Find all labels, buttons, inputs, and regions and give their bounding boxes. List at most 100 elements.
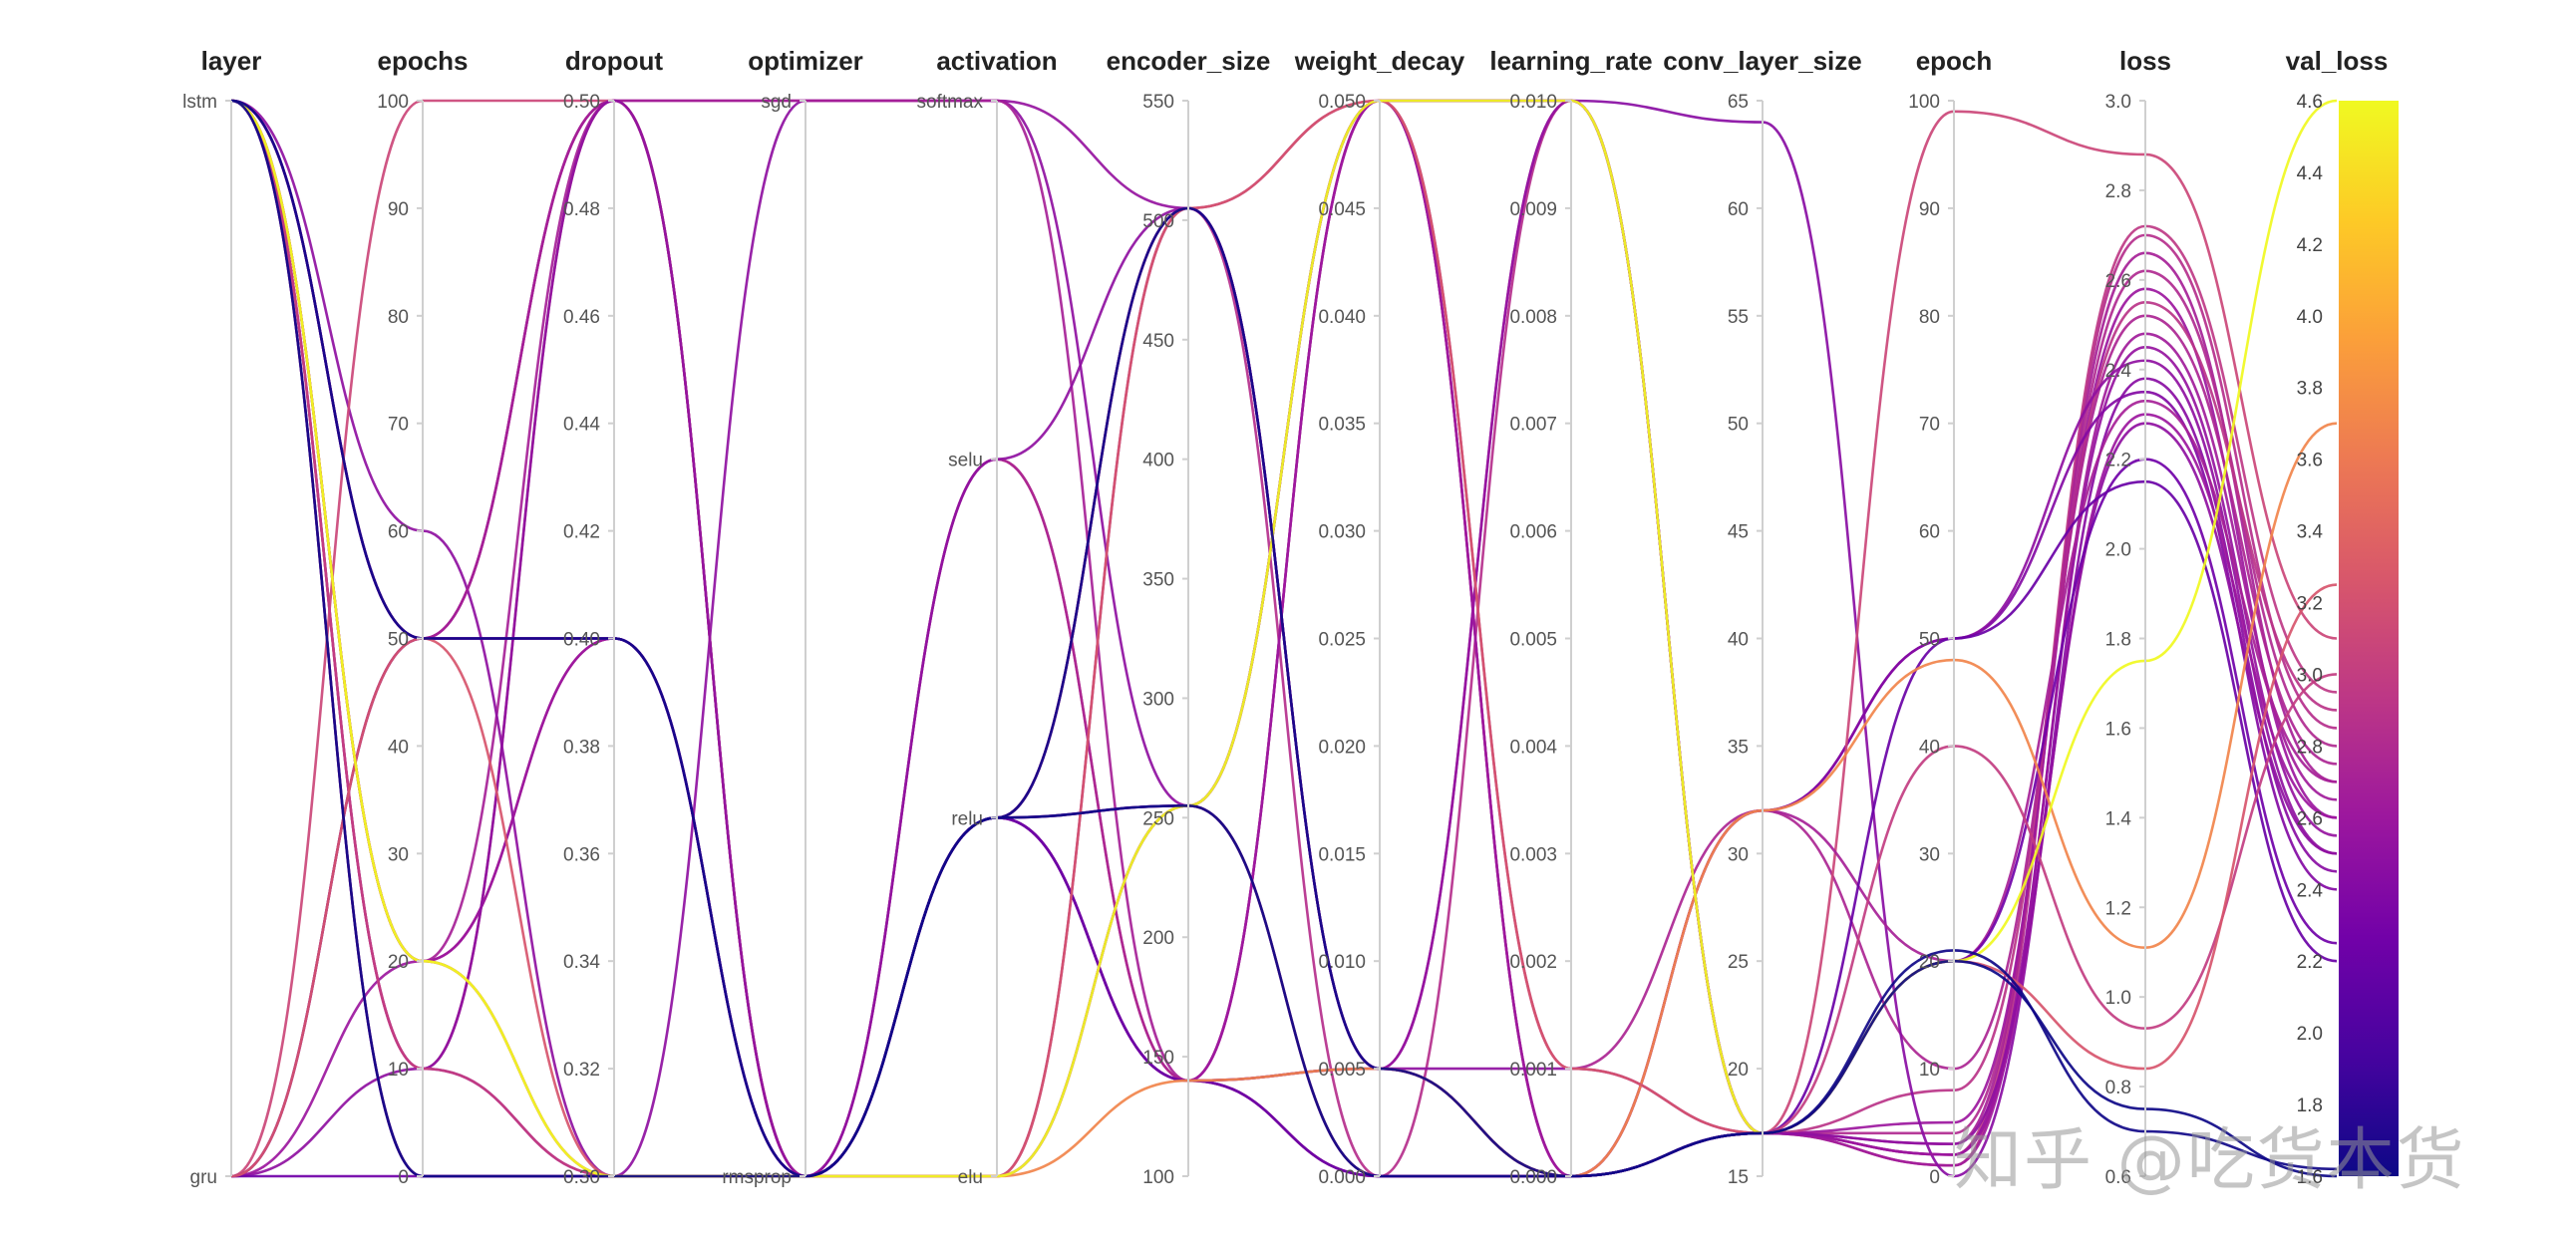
axis-title: weight_decay: [1294, 46, 1465, 76]
tick-label: 0.003: [1509, 844, 1557, 865]
tick-label: 3.2: [2297, 594, 2323, 615]
tick-label: 0: [1929, 1167, 1940, 1188]
tick-label: 90: [388, 199, 409, 220]
tick-label: 2.8: [2105, 181, 2131, 202]
run-line-21[interactable]: [230, 99, 2338, 1178]
tick-label: elu: [958, 1167, 983, 1188]
tick-label: 20: [1919, 952, 1940, 973]
tick-label: 2.2: [2297, 952, 2323, 973]
tick-label: 0.010: [1509, 92, 1557, 113]
color-scale-gradient: [2339, 101, 2399, 1176]
tick-label: 100: [377, 92, 409, 113]
tick-label: 0.015: [1318, 844, 1366, 865]
tick-label: 0.42: [563, 522, 600, 543]
tick-label: 1.0: [2105, 988, 2131, 1009]
tick-label: 2.2: [2105, 451, 2131, 471]
tick-label: 40: [1728, 630, 1749, 651]
tick-label: sgd: [761, 92, 792, 113]
tick-label: 500: [1142, 211, 1174, 232]
tick-label: 250: [1142, 808, 1174, 829]
axis-loss[interactable]: loss 0.6 0.8 1.0 1.2 1.4 1.6 1.8 2.0 2.2 2.4 2.6 2.8…: [2105, 46, 2171, 1188]
tick-label: 0.000: [1509, 1167, 1557, 1188]
tick-label: 0.002: [1509, 952, 1557, 973]
tick-label: 0.025: [1318, 630, 1366, 651]
axis-epoch[interactable]: epoch 0 10 20 30 40 50 60 70 80 90 100: [1908, 46, 1992, 1188]
tick-label: 400: [1142, 451, 1174, 471]
tick-label: 4.2: [2297, 235, 2323, 256]
tick-label: 0.009: [1509, 199, 1557, 220]
tick-label: 0.005: [1318, 1060, 1366, 1081]
tick-label: 0.005: [1509, 630, 1557, 651]
tick-label: 45: [1728, 522, 1749, 543]
axis-val-loss[interactable]: val_loss 1.6 1.8 2.0 2.2 2.4 2.6 2.8 3.0 3.2 3.4 3.…: [2286, 46, 2389, 1188]
tick-label: 1.8: [2105, 630, 2131, 651]
tick-label: 50: [1919, 630, 1940, 651]
axis-title: encoder_size: [1107, 46, 1271, 76]
axis-weight-decay[interactable]: weight_decay 0.000 0.005 0.010 0.015 0.020 0.0…: [1294, 46, 1465, 1188]
tick-label: 20: [1728, 1060, 1749, 1081]
tick-label: 0.44: [563, 415, 600, 436]
tick-label: 150: [1142, 1048, 1174, 1069]
tick-label: 2.0: [2297, 1024, 2323, 1045]
tick-label: 350: [1142, 570, 1174, 591]
axis-encoder-size[interactable]: encoder_size 100 150 200 250 300 350 400 450 500 5…: [1107, 46, 1271, 1188]
tick-label: 3.0: [2297, 665, 2323, 686]
tick-label: 0.020: [1318, 737, 1366, 758]
tick-label: rmsprop: [722, 1167, 792, 1188]
axis-learning-rate[interactable]: learning_rate 0.000 0.001 0.002 0.003 0.004 0.…: [1489, 46, 1652, 1188]
tick-label: 2.6: [2105, 271, 2131, 292]
axis-dropout[interactable]: dropout 0.30 0.32 0.34 0.36 0.38 0.40 0.42 0.44 0…: [563, 46, 663, 1188]
tick-label: 10: [1919, 1060, 1940, 1081]
tick-label: 60: [1919, 522, 1940, 543]
tick-label: 2.8: [2297, 737, 2323, 758]
axis-title: conv_layer_size: [1663, 46, 1861, 76]
tick-label: 300: [1142, 689, 1174, 710]
tick-label: 100: [1908, 92, 1940, 113]
tick-label: 50: [1728, 415, 1749, 436]
tick-label: 60: [1728, 199, 1749, 220]
axis-conv-layer-size[interactable]: conv_layer_size 15 20 25 30 35 40 45 50 55 60 65: [1663, 46, 1861, 1188]
run-line-22[interactable]: [230, 99, 2338, 1178]
tick-label: 0.30: [563, 1167, 600, 1188]
tick-label: 0.008: [1509, 307, 1557, 328]
tick-label: 15: [1728, 1167, 1749, 1188]
tick-label: 55: [1728, 307, 1749, 328]
axis-title: layer: [201, 46, 262, 76]
tick-label: 0.050: [1318, 92, 1366, 113]
axis-epochs[interactable]: epochs 0 10 20 30 40 50 60 70 80 90 100: [377, 46, 468, 1188]
tick-label: 65: [1728, 92, 1749, 113]
tick-label: 1.4: [2105, 808, 2132, 829]
tick-label: 30: [1919, 844, 1940, 865]
run-lines: [230, 99, 2338, 1178]
tick-label: 0.8: [2105, 1078, 2131, 1098]
tick-label: 0.6: [2105, 1167, 2131, 1188]
tick-label: softmax: [916, 92, 983, 113]
tick-label: 0.38: [563, 737, 600, 758]
tick-label: 50: [388, 630, 409, 651]
tick-label: 0.48: [563, 199, 600, 220]
tick-label: lstm: [182, 92, 217, 113]
axis-title: epochs: [377, 46, 468, 76]
tick-label: 3.8: [2297, 379, 2323, 400]
axis-layer[interactable]: layer lstm gru: [182, 46, 261, 1188]
tick-label: 0: [398, 1167, 409, 1188]
tick-label: 70: [1919, 415, 1940, 436]
tick-label: 1.6: [2297, 1167, 2323, 1188]
tick-label: 30: [1728, 844, 1749, 865]
tick-label: 3.4: [2297, 522, 2324, 543]
axis-title: epoch: [1916, 46, 1993, 76]
tick-label: 25: [1728, 952, 1749, 973]
tick-label: 0.030: [1318, 522, 1366, 543]
tick-label: 1.6: [2105, 719, 2131, 740]
tick-label: 0.040: [1318, 307, 1366, 328]
axis-optimizer[interactable]: optimizer sgd rmsprop: [722, 46, 862, 1188]
tick-label: 10: [388, 1060, 409, 1081]
tick-label: 0.40: [563, 630, 600, 651]
tick-label: 550: [1142, 92, 1174, 113]
axis-activation[interactable]: activation softmax selu relu elu: [916, 46, 1057, 1188]
tick-label: 0.006: [1509, 522, 1557, 543]
tick-label: relu: [951, 808, 983, 829]
tick-label: 2.4: [2105, 361, 2132, 382]
run-line-24[interactable]: [230, 99, 2338, 1178]
